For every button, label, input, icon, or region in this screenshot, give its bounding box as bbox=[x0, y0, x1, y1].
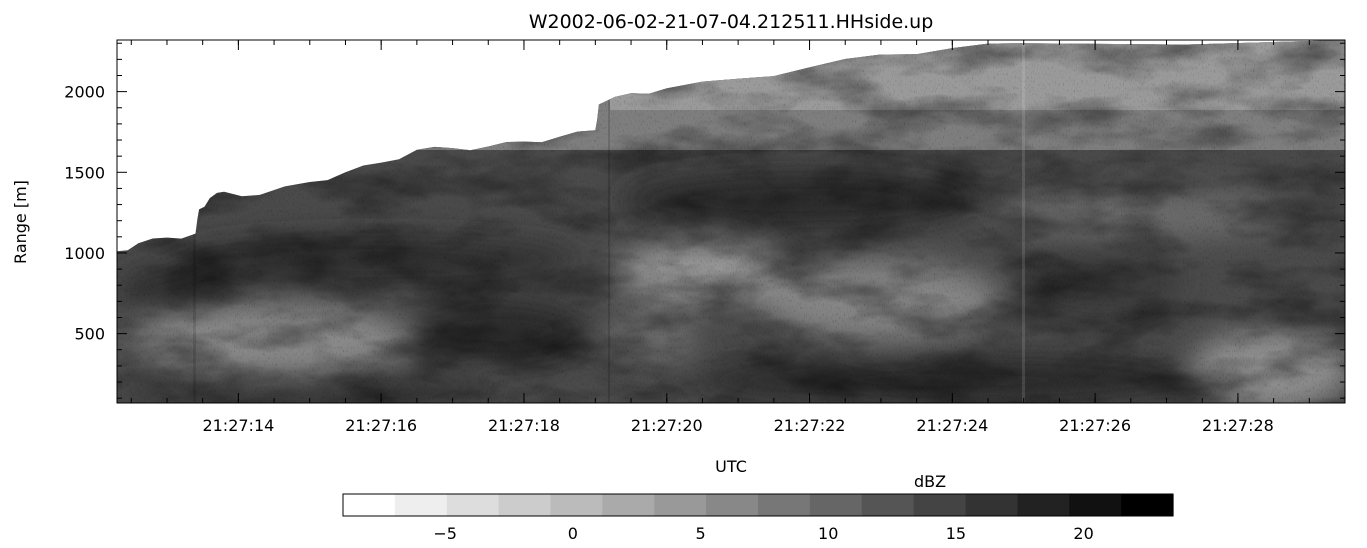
colorbar-level bbox=[965, 494, 1018, 516]
x-axis-label: UTC bbox=[715, 457, 747, 476]
colorbar-tick-label: 10 bbox=[818, 524, 838, 543]
colorbar-label: dBZ bbox=[914, 472, 946, 491]
colorbar-level bbox=[913, 494, 967, 516]
colorbar-tick-label: 5 bbox=[695, 524, 705, 543]
colorbar-level bbox=[706, 494, 759, 516]
x-axis: 21:27:14 21:27:16 21:27:18 21:27:20 21:27:22… bbox=[130, 40, 1346, 435]
colorbar-level bbox=[809, 494, 863, 516]
x-tick-label: 21:27:28 bbox=[1202, 416, 1274, 435]
colorbar-level bbox=[498, 494, 552, 516]
y-tick-label: 1500 bbox=[64, 163, 105, 182]
colorbar-frame bbox=[342, 493, 1174, 517]
colorbar-tick-label: 15 bbox=[946, 524, 966, 543]
x-tick-label: 21:27:20 bbox=[631, 416, 703, 435]
chart-title: W2002-06-02-21-07-04.212511.HHside.up bbox=[529, 11, 934, 33]
y-tick-label: 2000 bbox=[64, 83, 105, 102]
colorbar-level bbox=[1121, 494, 1174, 516]
colorbar-level bbox=[394, 494, 448, 516]
reflectivity-field bbox=[117, 40, 1345, 403]
x-tick-label: 21:27:16 bbox=[345, 416, 417, 435]
y-tick-label: 1000 bbox=[64, 244, 105, 263]
colorbar-level bbox=[343, 494, 396, 516]
y-tick-label: 500 bbox=[74, 325, 105, 344]
colorbar-level bbox=[654, 494, 707, 516]
colorbar-level bbox=[758, 494, 811, 516]
y-axis-label: Range [m] bbox=[11, 180, 30, 264]
x-tick-label: 21:27:14 bbox=[202, 416, 274, 435]
colorbar-tick-label: −5 bbox=[433, 524, 457, 543]
colorbar-tick-label: 0 bbox=[568, 524, 578, 543]
y-axis: 500 1000 1500 2000 bbox=[64, 42, 1345, 399]
colorbar-level bbox=[446, 494, 500, 516]
colorbar-level bbox=[1069, 494, 1122, 516]
x-tick-label: 21:27:18 bbox=[488, 416, 560, 435]
colorbar-level bbox=[1017, 494, 1070, 516]
colorbar-level bbox=[550, 494, 603, 516]
x-tick-label: 21:27:26 bbox=[1059, 416, 1131, 435]
colorbar-tick-label: 20 bbox=[1073, 524, 1093, 543]
x-tick-label: 21:27:22 bbox=[774, 416, 846, 435]
x-tick-label: 21:27:24 bbox=[916, 416, 988, 435]
colorbar: −5 0 5 10 15 20 bbox=[342, 493, 1174, 543]
plot-frame bbox=[116, 39, 1346, 404]
colorbar-level bbox=[861, 494, 915, 516]
colorbar-level bbox=[602, 494, 655, 516]
